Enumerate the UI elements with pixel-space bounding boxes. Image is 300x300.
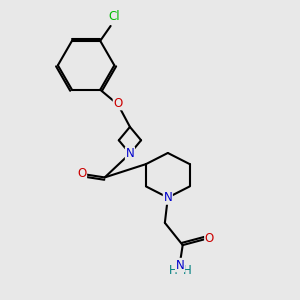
Text: N: N xyxy=(176,259,184,272)
Text: O: O xyxy=(205,232,214,245)
Text: N: N xyxy=(126,147,134,160)
Text: Cl: Cl xyxy=(109,10,120,23)
Text: O: O xyxy=(77,167,86,180)
Text: H: H xyxy=(169,265,178,278)
Text: H: H xyxy=(183,265,191,278)
Text: N: N xyxy=(164,191,172,204)
Text: O: O xyxy=(113,97,123,110)
